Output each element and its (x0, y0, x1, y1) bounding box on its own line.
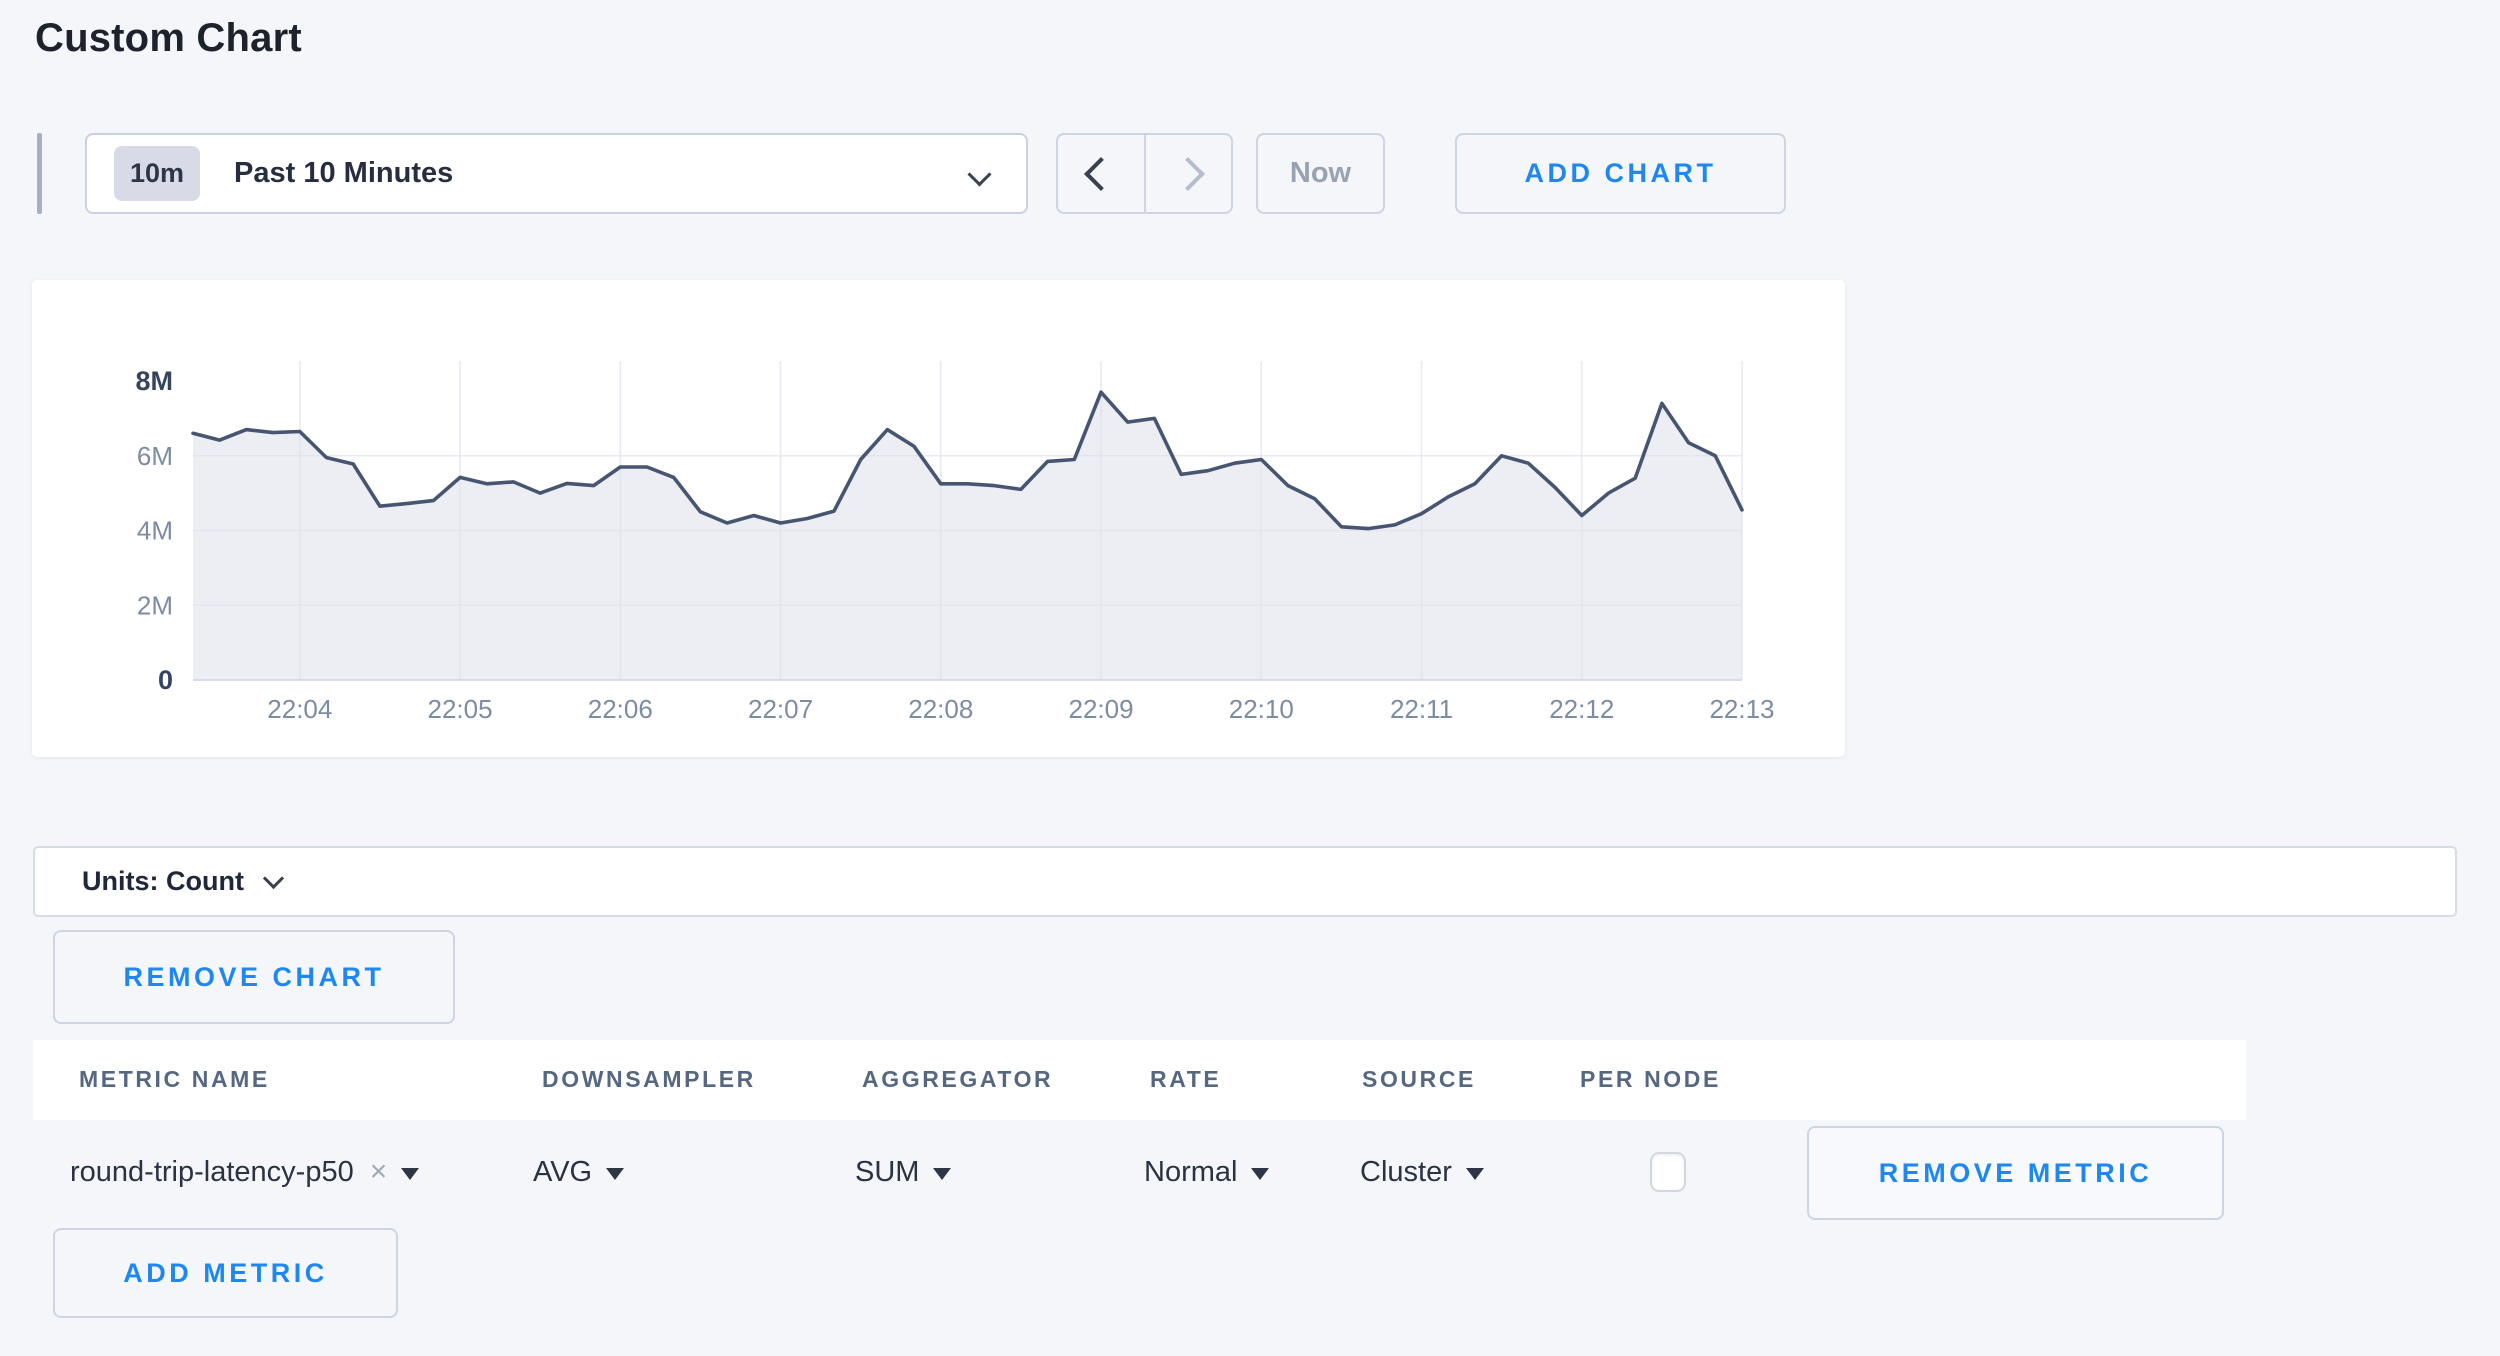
svg-text:22:10: 22:10 (1229, 694, 1294, 724)
source-select[interactable]: Cluster (1360, 1124, 1484, 1220)
chevron-right-icon (1171, 156, 1206, 191)
aggregator-select[interactable]: SUM (855, 1124, 952, 1220)
metrics-table-header: METRIC NAME DOWNSAMPLER AGGREGATOR RATE … (33, 1040, 2246, 1120)
add-chart-button[interactable]: ADD CHART (1455, 133, 1786, 214)
chevron-down-icon (262, 867, 285, 890)
svg-text:22:07: 22:07 (748, 694, 813, 724)
column-header-metric-name: METRIC NAME (79, 1066, 270, 1092)
svg-text:22:05: 22:05 (428, 694, 493, 724)
time-range-label: Past 10 Minutes (234, 157, 454, 189)
chevron-left-icon (1083, 156, 1118, 191)
time-range-select[interactable]: 10m Past 10 Minutes (85, 133, 1028, 214)
y-axis-tick-labels: 8M 6M 4M 2M 0 (135, 366, 173, 695)
svg-text:0: 0 (158, 665, 173, 695)
chart-card: 8M 6M 4M 2M 0 22:04 22:05 22:06 22:07 22:08 22:09 2… (32, 280, 1845, 757)
column-header-per-node: PER NODE (1580, 1066, 1721, 1092)
metric-name-select[interactable]: round-trip-latency-p50 × (70, 1124, 420, 1220)
aggregator-value: SUM (855, 1155, 920, 1188)
svg-text:22:09: 22:09 (1068, 694, 1133, 724)
now-button[interactable]: Now (1256, 133, 1385, 214)
rate-value: Normal (1144, 1155, 1238, 1188)
remove-chart-button[interactable]: REMOVE CHART (53, 930, 455, 1024)
svg-text:6M: 6M (137, 441, 173, 471)
per-node-checkbox[interactable] (1650, 1152, 1686, 1192)
svg-text:22:11: 22:11 (1390, 694, 1453, 724)
caret-down-icon (933, 1168, 952, 1180)
column-header-rate: RATE (1150, 1066, 1222, 1092)
prev-time-button[interactable] (1058, 135, 1146, 212)
time-step-button-group (1056, 133, 1233, 214)
source-value: Cluster (1360, 1155, 1452, 1188)
caret-down-icon (606, 1168, 625, 1180)
caret-down-icon (401, 1168, 420, 1180)
svg-text:22:08: 22:08 (908, 694, 973, 724)
chart-gridlines (193, 361, 1743, 681)
svg-text:2M: 2M (137, 590, 173, 620)
svg-text:22:06: 22:06 (588, 694, 653, 724)
caret-down-icon (1251, 1168, 1270, 1180)
add-metric-button[interactable]: ADD METRIC (53, 1228, 398, 1318)
clear-metric-icon[interactable]: × (369, 1155, 388, 1188)
units-select-label: Units: Count (82, 866, 244, 896)
svg-text:22:13: 22:13 (1709, 694, 1774, 724)
rate-select[interactable]: Normal (1144, 1124, 1270, 1220)
svg-text:4M: 4M (137, 516, 173, 546)
column-header-downsampler: DOWNSAMPLER (542, 1066, 756, 1092)
svg-text:22:04: 22:04 (267, 694, 332, 724)
chevron-down-icon (967, 162, 992, 187)
downsampler-value: AVG (533, 1155, 593, 1188)
units-select[interactable]: Units: Count (33, 846, 2457, 917)
series-area-fill (193, 392, 1742, 680)
downsampler-select[interactable]: AVG (533, 1124, 625, 1220)
time-range-badge: 10m (114, 146, 201, 201)
column-header-source: SOURCE (1362, 1066, 1477, 1092)
series-line (191, 390, 1744, 531)
x-axis-tick-labels: 22:04 22:05 22:06 22:07 22:08 22:09 22:10 22:11… (267, 694, 1774, 724)
svg-text:8M: 8M (135, 366, 173, 396)
caret-down-icon (1465, 1168, 1484, 1180)
column-header-aggregator: AGGREGATOR (862, 1066, 1054, 1092)
metric-name-value: round-trip-latency-p50 (70, 1155, 354, 1188)
svg-text:22:12: 22:12 (1549, 694, 1614, 724)
next-time-button[interactable] (1146, 135, 1232, 212)
remove-metric-button[interactable]: REMOVE METRIC (1807, 1126, 2224, 1220)
page-title: Custom Chart (35, 16, 302, 60)
toolbar-divider (37, 133, 42, 214)
